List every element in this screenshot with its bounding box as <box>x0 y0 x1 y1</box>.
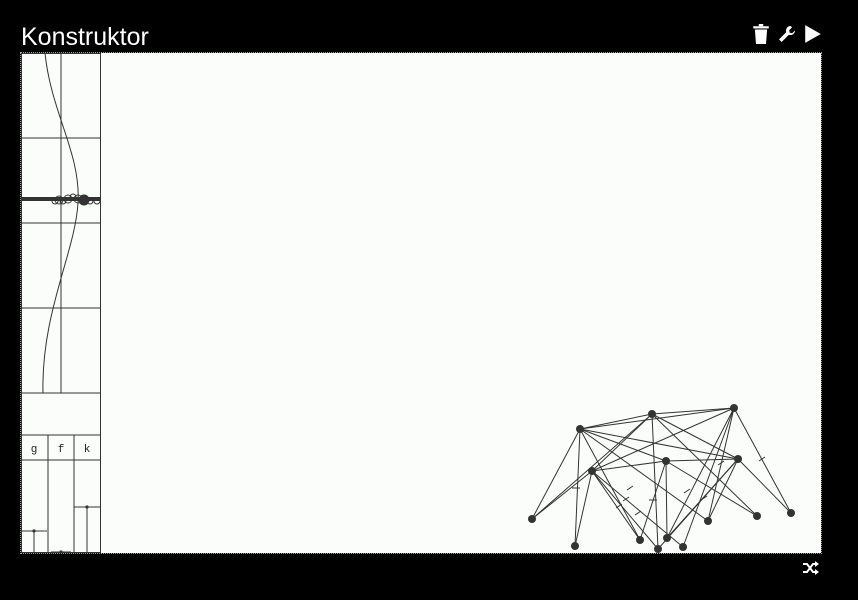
drawing-canvas[interactable]: g f k <box>20 52 822 554</box>
graph-node[interactable] <box>662 457 670 465</box>
settings-button[interactable] <box>778 24 796 44</box>
graph-node[interactable] <box>753 512 761 520</box>
shuffle-icon <box>803 561 819 575</box>
run-button[interactable] <box>804 24 822 44</box>
graph-node[interactable] <box>588 467 596 475</box>
graph-node[interactable] <box>663 534 671 542</box>
graph-node[interactable] <box>576 425 584 433</box>
slider-handle[interactable] <box>78 194 90 206</box>
graph-node[interactable] <box>636 536 644 544</box>
graph-nodes <box>528 404 795 553</box>
graph-node[interactable] <box>734 455 742 463</box>
graph-node[interactable] <box>679 543 687 551</box>
column-label-f: f <box>58 444 65 456</box>
column-label-g: g <box>31 444 38 456</box>
graph-node[interactable] <box>528 515 536 523</box>
graph-node[interactable] <box>654 545 662 553</box>
edge-ticks <box>572 456 766 516</box>
wrench-icon <box>779 26 795 42</box>
canvas-svg: g f k <box>21 53 795 553</box>
panel-markers <box>32 505 89 553</box>
delete-button[interactable] <box>752 24 770 44</box>
toolbar <box>752 24 822 44</box>
trash-icon <box>753 24 769 44</box>
graph-node[interactable] <box>704 517 712 525</box>
graph-node[interactable] <box>571 542 579 550</box>
graph-node[interactable] <box>787 509 795 517</box>
column-label-k: k <box>84 444 91 456</box>
parameter-panel <box>21 53 101 553</box>
shuffle-button[interactable] <box>802 560 820 576</box>
graph-node[interactable] <box>730 404 738 412</box>
play-icon <box>805 25 821 43</box>
graph-edges <box>531 407 792 550</box>
app-title: Konstruktor <box>21 23 149 51</box>
graph-node[interactable] <box>648 410 656 418</box>
